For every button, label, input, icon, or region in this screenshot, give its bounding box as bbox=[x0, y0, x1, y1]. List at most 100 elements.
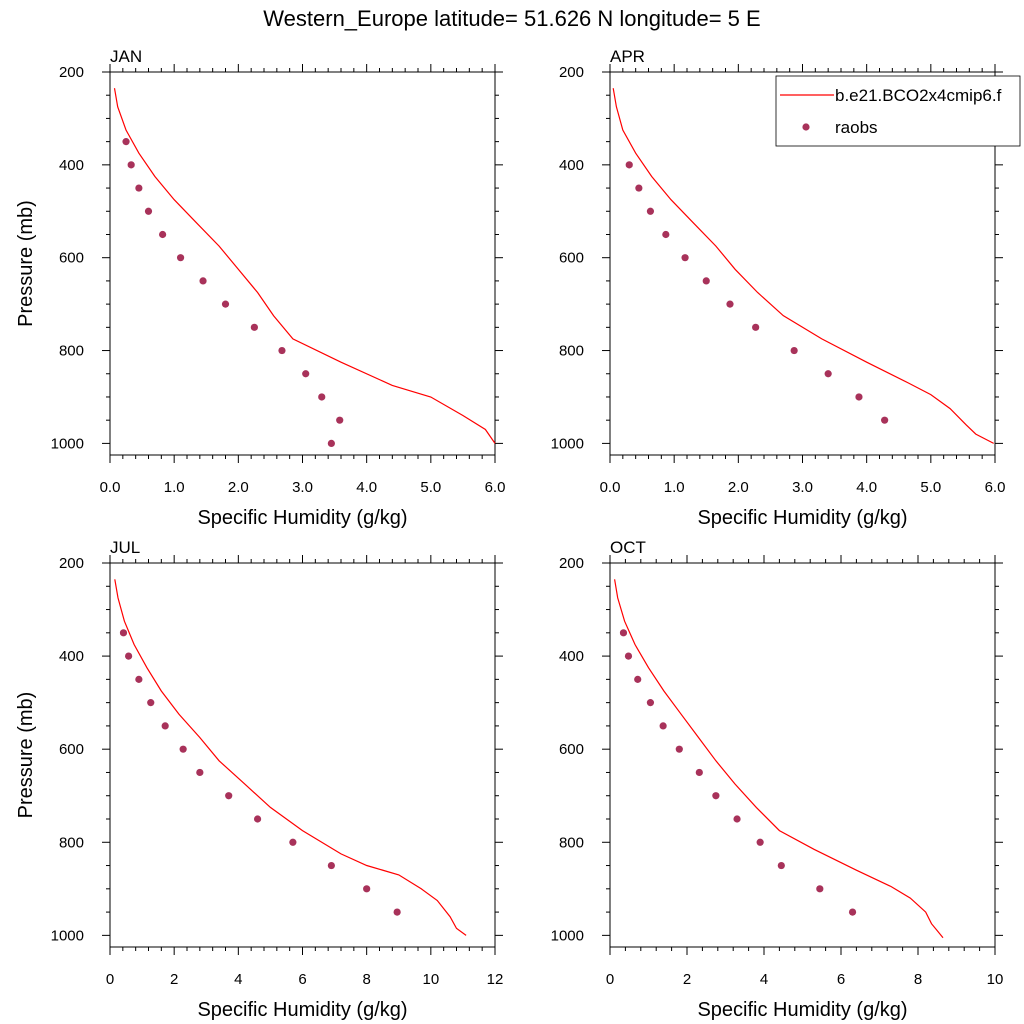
x-tick-label: 6.0 bbox=[985, 479, 1006, 496]
raobs-point bbox=[393, 908, 401, 916]
raobs-point bbox=[881, 416, 889, 424]
panel-oct: OCT 0 2 4 6 8 10 200 400 600 800 1000 Specific Humid… bbox=[551, 538, 1004, 1021]
panel-jan: JAN 0.0 1.0 2.0 3.0 4.0 5.0 6.0 200 400 600 800 1000… bbox=[15, 47, 505, 529]
x-tick-label: 1.0 bbox=[164, 479, 185, 496]
x-tick-label: 2 bbox=[683, 971, 691, 988]
x-axis-label: Specific Humidity (g/kg) bbox=[697, 999, 907, 1021]
y-tick-label: 800 bbox=[59, 834, 84, 851]
raobs-point bbox=[752, 323, 760, 331]
raobs-point bbox=[179, 745, 187, 753]
x-tick-label: 3.0 bbox=[792, 479, 813, 496]
y-tick-label: 1000 bbox=[551, 435, 584, 452]
panel-label: OCT bbox=[610, 538, 646, 557]
x-tick-label: 6.0 bbox=[485, 479, 506, 496]
y-axis-label: Pressure (mb) bbox=[15, 200, 37, 327]
raobs-point bbox=[302, 370, 310, 378]
raobs-point bbox=[336, 416, 344, 424]
raobs-point bbox=[199, 277, 207, 285]
x-tick-label: 0 bbox=[106, 971, 114, 988]
raobs-point bbox=[619, 629, 628, 637]
raobs-point bbox=[119, 629, 128, 637]
model-profile-line bbox=[614, 579, 944, 939]
raobs-point bbox=[681, 254, 689, 262]
model-profile-line bbox=[612, 88, 994, 444]
y-tick-label: 1000 bbox=[551, 927, 584, 944]
y-tick-label: 200 bbox=[59, 64, 84, 81]
raobs-point bbox=[848, 908, 857, 916]
raobs-point bbox=[225, 792, 233, 800]
panel-label: JUL bbox=[110, 538, 140, 557]
panel-label: JAN bbox=[110, 47, 142, 66]
x-tick-label: 6 bbox=[298, 971, 306, 988]
x-tick-label: 4 bbox=[760, 971, 768, 988]
raobs-point bbox=[327, 439, 335, 447]
y-tick-label: 600 bbox=[59, 741, 84, 758]
plot-frame bbox=[609, 562, 996, 948]
x-tick-label: 10 bbox=[987, 971, 1004, 988]
raobs-point bbox=[855, 393, 863, 401]
panel-jul: JUL 0 2 4 6 8 10 12 200 400 600 800 1000 Specific Hum… bbox=[15, 538, 503, 1021]
figure-title: Western_Europe latitude= 51.626 N longit… bbox=[263, 6, 760, 31]
raobs-point bbox=[125, 652, 133, 660]
x-tick-label: 2 bbox=[170, 971, 178, 988]
legend-label-model: b.e21.BCO2x4cmip6.f bbox=[835, 86, 1002, 105]
raobs-point bbox=[695, 768, 703, 777]
y-tick-label: 400 bbox=[559, 648, 584, 665]
raobs-point bbox=[221, 300, 230, 308]
y-tick-label: 200 bbox=[59, 555, 84, 572]
x-tick-label: 4 bbox=[234, 971, 242, 988]
raobs-point bbox=[196, 768, 204, 777]
y-tick-label: 400 bbox=[59, 157, 84, 174]
x-tick-label: 2.0 bbox=[728, 479, 749, 496]
raobs-point bbox=[733, 815, 741, 823]
model-profile-line bbox=[114, 579, 467, 936]
raobs-point bbox=[161, 722, 169, 730]
x-tick-label: 5.0 bbox=[420, 479, 441, 496]
x-tick-label: 3.0 bbox=[292, 479, 313, 496]
raobs-point bbox=[634, 675, 642, 683]
y-tick-label: 800 bbox=[559, 343, 584, 360]
x-tick-label: 0 bbox=[606, 971, 614, 988]
raobs-point bbox=[278, 346, 286, 355]
raobs-point bbox=[726, 300, 734, 308]
raobs-point bbox=[127, 161, 135, 169]
legend-label-raobs: raobs bbox=[835, 118, 878, 137]
raobs-point bbox=[625, 161, 633, 169]
raobs-point bbox=[756, 838, 764, 846]
plot-frame bbox=[109, 71, 496, 456]
y-tick-label: 600 bbox=[59, 250, 84, 267]
raobs-point bbox=[122, 138, 130, 146]
raobs-point bbox=[675, 745, 683, 753]
y-tick-label: 400 bbox=[59, 648, 84, 665]
x-axis-label: Specific Humidity (g/kg) bbox=[697, 507, 907, 529]
x-tick-label: 0.0 bbox=[100, 479, 121, 496]
y-tick-label: 200 bbox=[559, 64, 584, 81]
raobs-point bbox=[816, 885, 824, 893]
raobs-point bbox=[646, 207, 655, 215]
raobs-point bbox=[318, 393, 326, 401]
raobs-point bbox=[159, 230, 167, 239]
x-tick-label: 8 bbox=[914, 971, 922, 988]
legend: b.e21.BCO2x4cmip6.f raobs bbox=[775, 75, 1021, 147]
raobs-point bbox=[253, 815, 262, 823]
x-axis-label: Specific Humidity (g/kg) bbox=[197, 507, 407, 529]
raobs-point bbox=[624, 652, 633, 660]
x-tick-label: 0.0 bbox=[600, 479, 621, 496]
x-tick-label: 8 bbox=[362, 971, 370, 988]
y-tick-label: 1000 bbox=[51, 927, 84, 944]
panel-label: APR bbox=[610, 47, 645, 66]
raobs-point bbox=[176, 254, 185, 262]
raobs-point bbox=[635, 184, 643, 192]
raobs-point bbox=[144, 207, 153, 215]
legend-marker-swatch bbox=[802, 123, 810, 131]
y-tick-label: 600 bbox=[559, 741, 584, 758]
x-tick-label: 5.0 bbox=[920, 479, 941, 496]
legend-box bbox=[775, 75, 1021, 147]
raobs-point bbox=[363, 885, 371, 893]
y-tick-label: 800 bbox=[59, 343, 84, 360]
y-tick-label: 600 bbox=[559, 250, 584, 267]
x-tick-label: 1.0 bbox=[664, 479, 685, 496]
raobs-point bbox=[289, 838, 297, 846]
